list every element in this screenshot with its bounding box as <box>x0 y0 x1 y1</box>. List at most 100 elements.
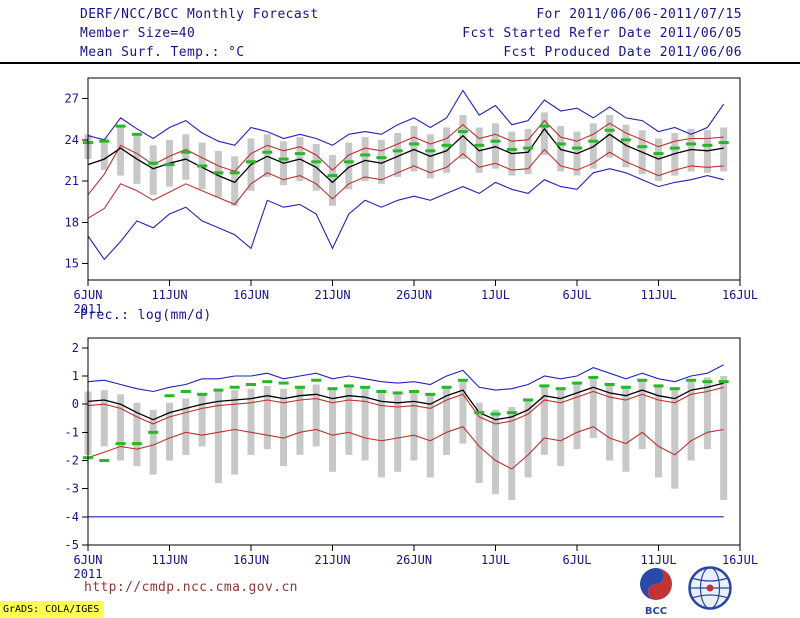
spread-bar <box>557 388 565 467</box>
spread-bar <box>720 376 728 500</box>
obs-dash <box>278 157 289 161</box>
series-upper-quartile-red <box>87 386 724 425</box>
produced-date: Fcst Produced Date 2011/06/06 <box>503 45 742 60</box>
obs-dash <box>294 385 305 389</box>
obs-dash <box>457 130 468 134</box>
y-tick-label: -5 <box>65 538 79 552</box>
y-tick-label: 15 <box>65 257 79 271</box>
obs-dash <box>409 142 419 146</box>
spread-bar <box>540 385 548 455</box>
y-tick-label: -4 <box>65 510 79 524</box>
obs-dash <box>229 171 240 175</box>
x-tick-sublabel: 2011 <box>74 302 103 316</box>
spread-bar <box>377 139 385 184</box>
x-tick-label: 21JUN <box>314 553 350 567</box>
obs-dash <box>425 392 436 396</box>
series-upper-quartile-red <box>87 119 724 196</box>
obs-dash <box>392 391 403 395</box>
obs-dash <box>457 378 468 382</box>
x-tick-label: 6JUN <box>74 288 103 302</box>
x-tick-label: 1JUL <box>481 553 510 567</box>
y-tick-label: 24 <box>65 133 79 147</box>
obs-dash <box>653 152 664 156</box>
y-tick-label: 0 <box>72 397 79 411</box>
obs-dash <box>311 160 322 164</box>
grads-stamp: GrADS: COLA/IGES <box>0 601 105 618</box>
spread-bar <box>589 377 597 438</box>
x-tick-label: 11JUN <box>151 553 187 567</box>
spread-bar <box>443 385 451 455</box>
obs-dash <box>718 141 729 145</box>
obs-dash <box>620 138 631 142</box>
obs-dash <box>246 160 256 164</box>
obs-dash <box>294 152 305 156</box>
x-tick-label: 11JUN <box>151 288 187 302</box>
obs-dash <box>229 385 240 389</box>
obs-dash <box>99 139 110 143</box>
obs-dash <box>555 387 566 391</box>
spread-bar <box>296 385 304 455</box>
obs-dash <box>180 390 191 394</box>
obs-dash <box>327 174 338 178</box>
obs-dash <box>474 411 485 415</box>
obs-dash <box>620 385 631 389</box>
y-tick-label: 18 <box>65 215 79 229</box>
obs-dash <box>376 390 387 394</box>
obs-dash <box>637 145 648 149</box>
series-ensemble-max <box>87 364 724 393</box>
spread-bar <box>329 388 336 472</box>
obs-dash <box>311 378 322 382</box>
spread-bar <box>638 380 646 450</box>
spread-bar <box>166 402 173 461</box>
x-tick-label: 16JUL <box>722 553 758 567</box>
spread-bar <box>133 402 141 467</box>
bcc-logo-icon: BCC <box>640 568 672 616</box>
temp-panel-title: Mean Surf. Temp.: °C <box>80 45 245 60</box>
x-tick-label: 16JUN <box>233 553 269 567</box>
spread-bar <box>410 391 418 461</box>
obs-dash <box>246 382 256 386</box>
obs-dash <box>490 412 501 416</box>
y-tick-label: 2 <box>72 341 79 355</box>
obs-dash <box>718 380 729 384</box>
x-tick-label: 6JUN <box>74 553 103 567</box>
obs-dash <box>115 442 126 446</box>
y-tick-label: 1 <box>72 369 79 383</box>
x-tick-label: 21JUN <box>314 288 350 302</box>
obs-dash <box>197 392 208 396</box>
spread-bar <box>622 124 630 168</box>
spread-bar <box>410 126 418 172</box>
obs-dash <box>262 380 273 384</box>
spread-bar <box>459 115 467 160</box>
spread-bar <box>606 383 614 461</box>
spread-bar <box>149 145 157 195</box>
x-tick-label: 26JUN <box>396 553 432 567</box>
obs-dash <box>653 384 664 388</box>
y-tick-label: 27 <box>65 92 79 106</box>
spread-bar <box>182 398 190 455</box>
spread-bar <box>394 132 402 177</box>
spread-bar <box>231 390 239 475</box>
bcc-logo-label: BCC <box>645 606 667 616</box>
series-ensemble-max <box>87 89 725 146</box>
spread-bar <box>671 388 679 489</box>
ncc-cma-logo-icon <box>688 566 732 610</box>
spread-bar <box>524 399 532 478</box>
obs-dash <box>148 430 159 434</box>
obs-dash <box>604 128 615 132</box>
spread-bar <box>345 385 353 455</box>
obs-dash <box>409 390 419 394</box>
member-size: Member Size=40 <box>80 26 196 41</box>
obs-dash <box>164 394 175 398</box>
spread-bar <box>703 377 711 450</box>
obs-dash <box>441 143 452 147</box>
spread-bar <box>361 137 369 182</box>
obs-dash <box>148 161 159 165</box>
obs-dash <box>604 382 615 386</box>
spread-bar <box>475 402 483 484</box>
obs-dash <box>588 375 599 379</box>
obs-dash <box>572 381 582 385</box>
obs-dash <box>213 171 224 175</box>
series-lower-quartile-red <box>87 426 724 470</box>
obs-dash <box>376 156 387 160</box>
